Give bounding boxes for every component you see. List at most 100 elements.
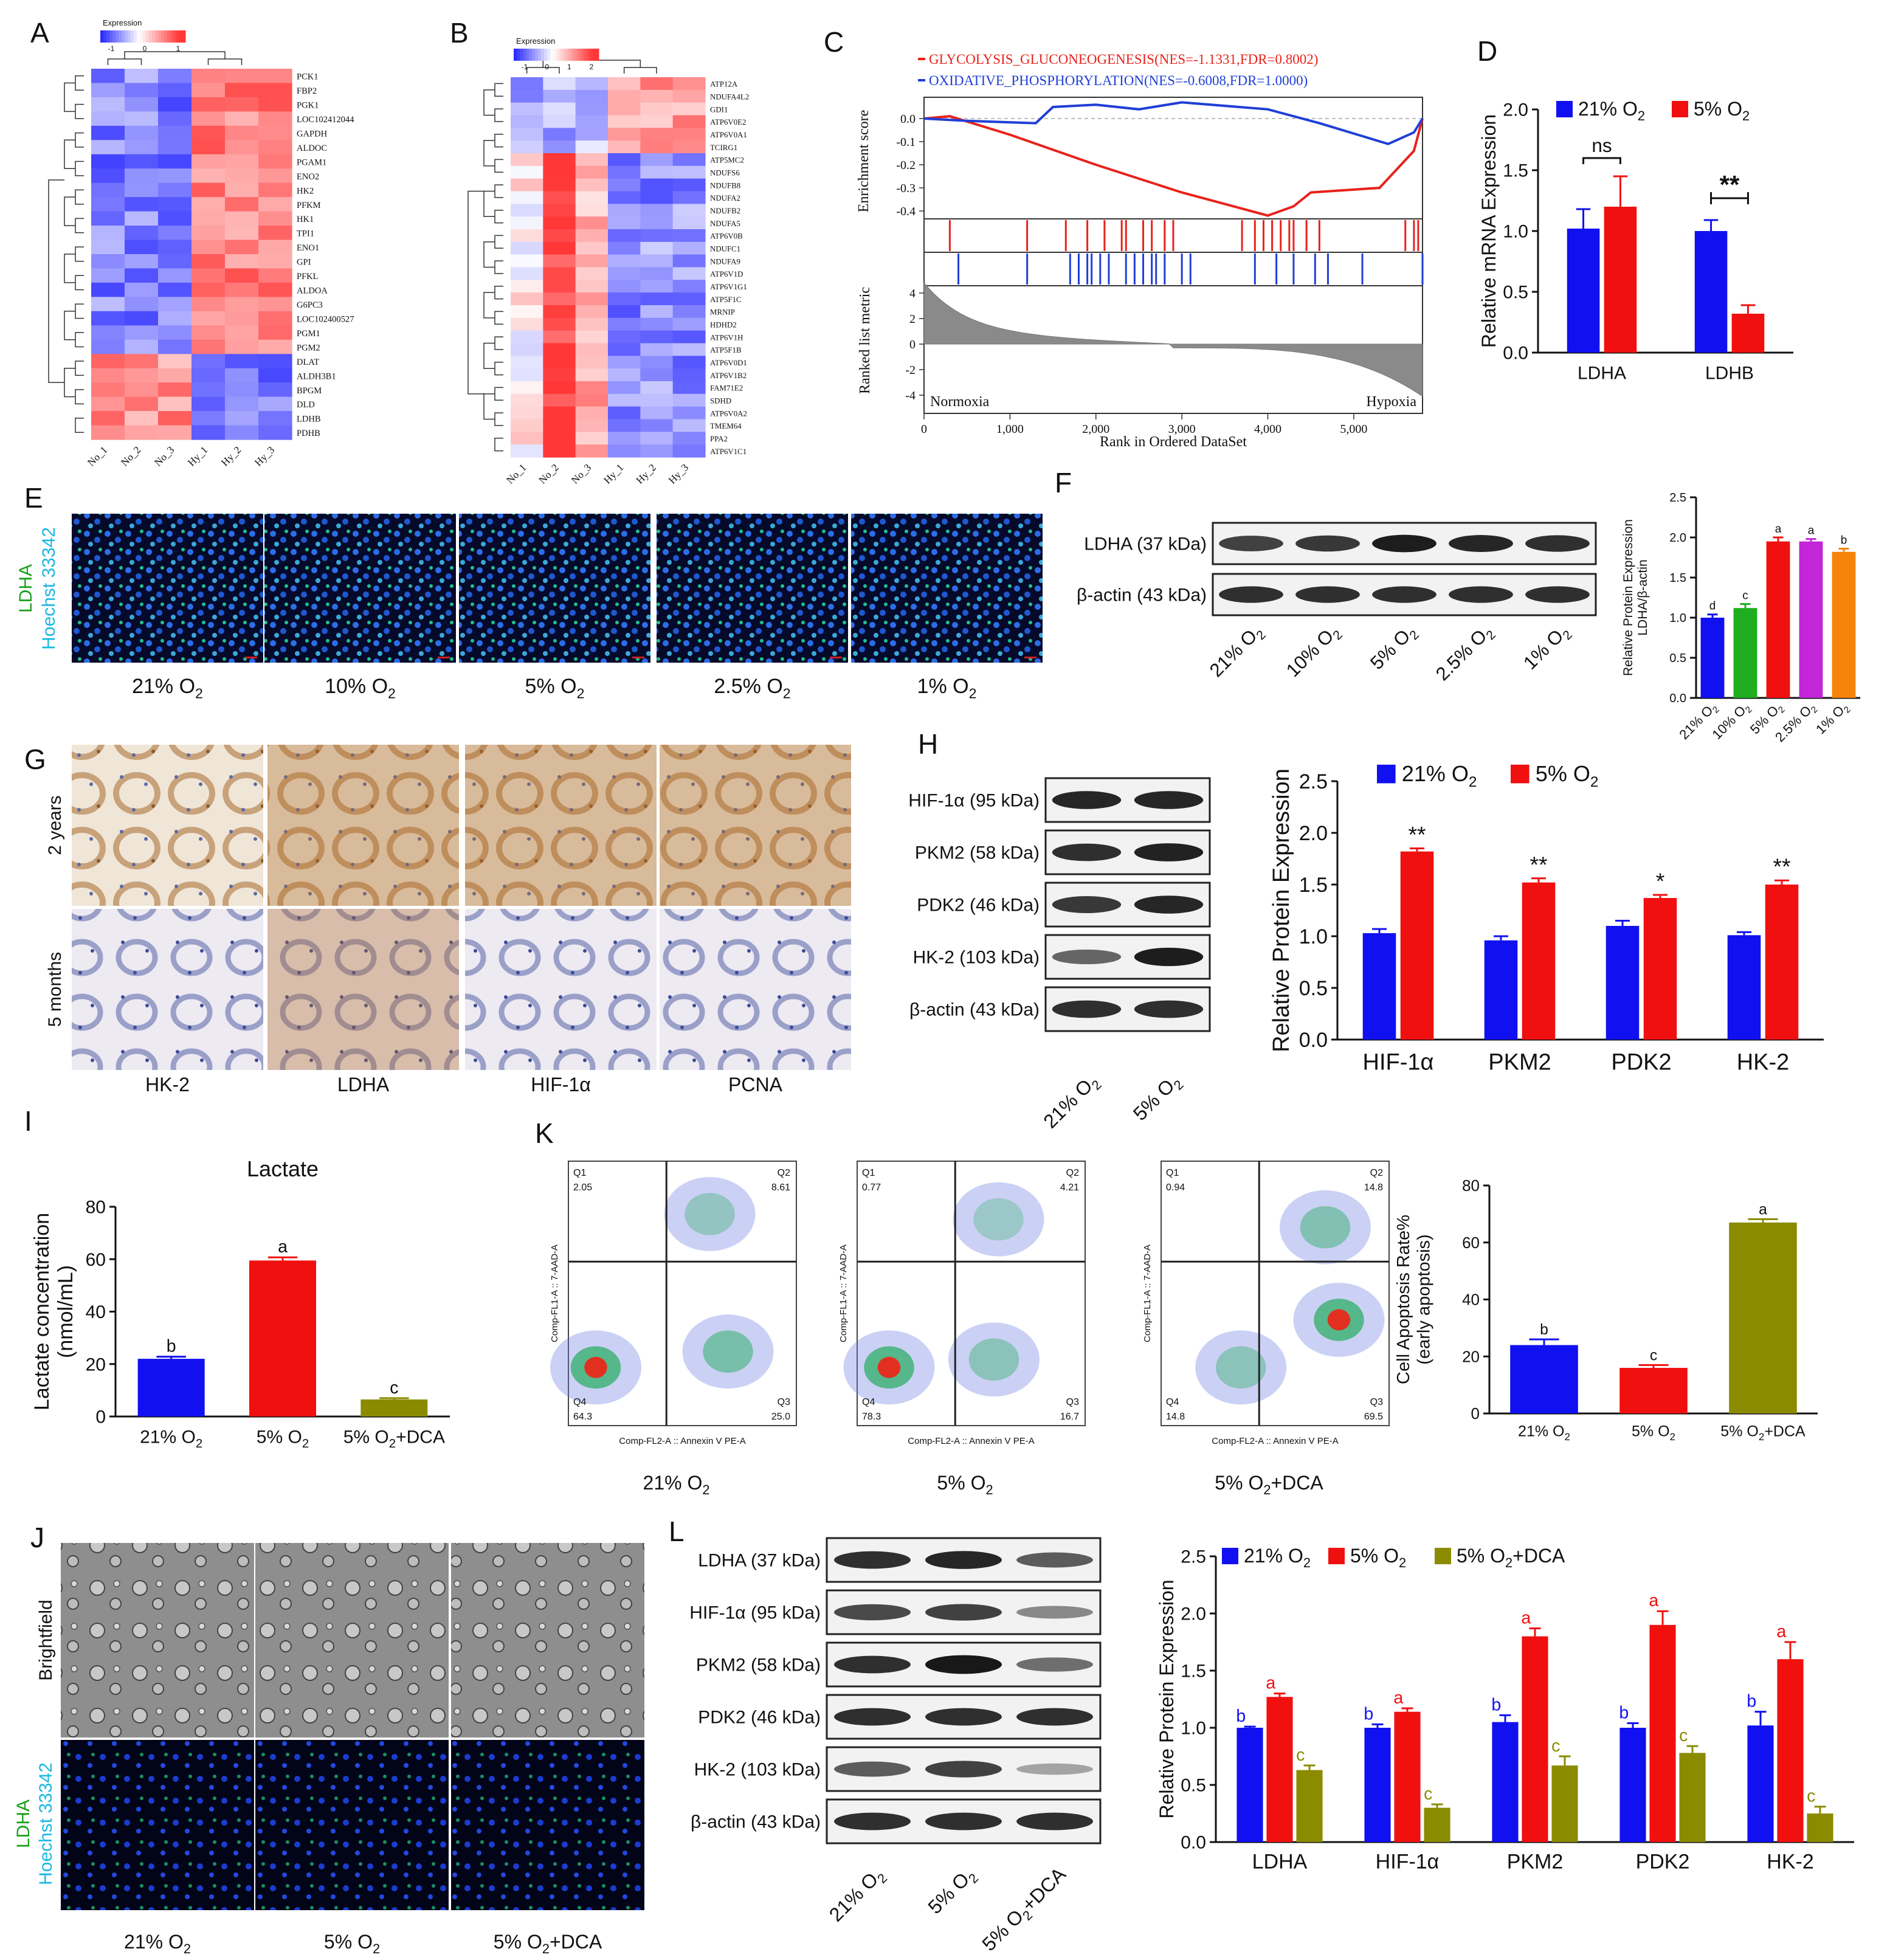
gene-label: PGM1 xyxy=(297,329,320,339)
heatmap-cell xyxy=(158,240,192,255)
heatmap-cell xyxy=(608,254,641,268)
heatmap-cell xyxy=(543,89,576,103)
fluorescence-image xyxy=(61,1740,254,1910)
blot-band xyxy=(834,1708,911,1726)
subscript-2: 2 xyxy=(1590,774,1599,790)
ihc-col-label: HK-2 xyxy=(145,1074,190,1096)
text-part: 21% xyxy=(132,675,179,698)
heatmap-cell xyxy=(225,197,259,212)
stain-label-ldha: LDHA xyxy=(16,564,36,613)
heatmap-cell xyxy=(672,317,706,331)
flow-density-mid xyxy=(685,1193,735,1235)
legend-label: 21% O2​ xyxy=(1578,98,1645,123)
legend-swatch xyxy=(158,30,162,43)
subscript-2: 2 xyxy=(1638,108,1645,123)
heatmap-cell xyxy=(125,240,159,255)
heatmap-cell xyxy=(91,125,125,140)
heatmap-cell xyxy=(575,128,609,141)
heatmap-cell xyxy=(158,111,192,126)
y-tick-label: 1.5 xyxy=(1669,571,1686,585)
band-label: β-actin (43 kDa) xyxy=(1077,585,1207,606)
category-label: HIF-1α xyxy=(1363,1049,1434,1075)
heatmap-cell xyxy=(608,343,641,356)
gene-label: NDUFB2 xyxy=(710,206,740,215)
legend-swatch xyxy=(170,30,174,43)
legend-swatch xyxy=(547,49,551,61)
heatmap-cell xyxy=(672,128,706,141)
heatmap-cell xyxy=(543,381,576,395)
heatmap-cell xyxy=(543,241,576,255)
subscript-2: 2 xyxy=(196,1437,202,1451)
heatmap-cell xyxy=(608,280,641,293)
ihc-image xyxy=(465,745,657,906)
blot-band xyxy=(1016,1552,1093,1568)
significance-letter: b xyxy=(1619,1703,1629,1722)
heatmap-cell xyxy=(608,229,641,243)
heatmap-cell xyxy=(191,83,226,98)
bar-5-o2 xyxy=(1765,885,1799,1040)
band-label: HK-2 (103 kDa) xyxy=(913,948,1040,968)
heatmap-cell xyxy=(158,97,192,112)
legend-swatch xyxy=(562,49,566,61)
text-part: 1% xyxy=(917,675,953,698)
heatmap-cell xyxy=(191,425,226,440)
legend-label: 5% O2​+DCA xyxy=(1457,1545,1565,1570)
y-tick-label: 2.0 xyxy=(1299,822,1328,845)
gene-label: LOC102400527 xyxy=(297,314,354,324)
lane-label: 5% O2​ xyxy=(923,1863,981,1920)
condition-label: 5% O2​+DCA xyxy=(494,1931,602,1956)
heatmap-cell xyxy=(575,254,609,268)
y-axis-label: Lactate concentration xyxy=(30,1213,53,1410)
dendro-branch xyxy=(494,83,503,97)
heatmap-cell xyxy=(672,115,706,128)
heatmap-cell xyxy=(640,368,674,382)
bar-5-o2 xyxy=(1394,1711,1421,1842)
heatmap-cell xyxy=(543,330,576,344)
gene-label: PGK1 xyxy=(297,101,319,111)
heatmap-cell xyxy=(225,282,259,297)
heatmap-cell xyxy=(608,115,641,128)
legend-swatch xyxy=(164,30,168,43)
heatmap-cell xyxy=(125,396,159,412)
significance-letter: a xyxy=(1266,1674,1275,1693)
subscript-2: 2 xyxy=(373,1941,380,1956)
dendrogram xyxy=(48,51,243,433)
es-curve-glycolysis xyxy=(923,115,1424,217)
scale-bar xyxy=(1024,657,1036,658)
gene-label: ATP6V0D1 xyxy=(710,358,747,367)
gene-label: FBP2 xyxy=(297,86,317,96)
heatmap-cell xyxy=(608,178,641,192)
heatmap-cell xyxy=(575,292,609,306)
subscript-2: 2 xyxy=(985,1482,993,1497)
heatmap-cell xyxy=(91,226,125,241)
dendro-branch xyxy=(75,275,84,291)
heatmap-cell xyxy=(575,305,609,319)
gene-label: ATP5F1B xyxy=(710,345,742,354)
gsea-legend-label: OXIDATIVE_PHOSPHORYLATION(NES=-0.6008,FD… xyxy=(929,73,1308,88)
blot-band xyxy=(1016,1763,1093,1775)
significance-letter: b xyxy=(1491,1695,1501,1714)
heatmap-cell xyxy=(672,140,706,154)
legend-swatch xyxy=(523,49,526,61)
x-tick: 4,000 xyxy=(1254,423,1281,436)
heatmap-cell xyxy=(125,69,159,84)
blot-band xyxy=(1295,586,1360,603)
ihc-col-label: LDHA xyxy=(337,1074,390,1096)
category-label: PKM2 xyxy=(1507,1851,1564,1874)
text-part: 5% xyxy=(1215,1472,1248,1494)
y-tick-label: 2.0 xyxy=(1181,1604,1206,1624)
dendro-branch xyxy=(494,387,503,401)
band-label: PKM2 (58 kDa) xyxy=(915,843,1040,863)
fluorescence-image xyxy=(255,1740,449,1910)
heatmap-cell xyxy=(511,204,543,217)
heatmap-cell xyxy=(543,204,576,217)
lane-label: 5% O2​+DCA xyxy=(978,1863,1072,1958)
hypoxia-label: Hypoxia xyxy=(1366,394,1416,410)
heatmap-cell xyxy=(511,128,543,141)
significance-letter: c xyxy=(390,1378,398,1398)
hits-frame-blue xyxy=(923,252,1423,286)
heatmap-cell xyxy=(608,406,641,420)
heatmap-cell xyxy=(543,305,576,319)
heatmap-cell xyxy=(511,229,543,243)
y-tick-label: 0.5 xyxy=(1299,977,1328,1000)
